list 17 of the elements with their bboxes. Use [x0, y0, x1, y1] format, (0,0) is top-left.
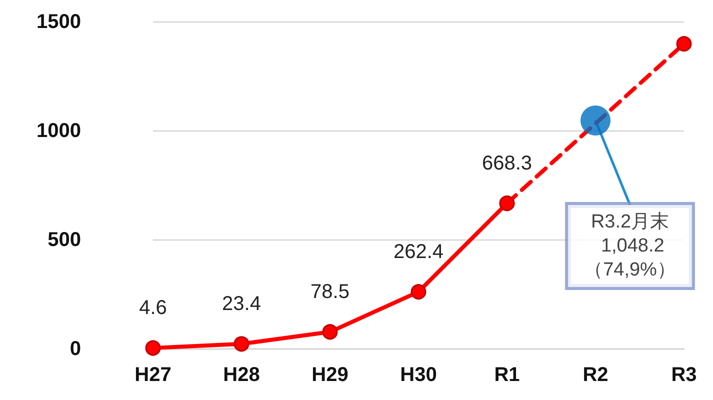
data-label: 23.4 [222, 293, 261, 316]
data-label: 78.5 [310, 281, 350, 304]
data-label: 4.6 [139, 297, 167, 320]
y-tick-label: 500 [48, 229, 81, 251]
x-tick-label: H30 [400, 364, 437, 386]
annotation: R3.2月末 1,048.2 （74,9%） [584, 212, 676, 280]
data-label: 262.4 [393, 241, 444, 264]
data-label: 668.3 [482, 152, 532, 175]
x-tick-label: H28 [223, 364, 260, 386]
y-tick-label: 1000 [36, 120, 81, 142]
x-tick-label: H29 [312, 364, 348, 386]
x-tick-label: H27 [134, 364, 172, 386]
y-tick-label: 1500 [36, 11, 81, 33]
x-tick-label: R2 [582, 364, 608, 386]
y-tick-label: 0 [70, 338, 81, 360]
x-tick-label: R3 [671, 364, 697, 386]
x-tick-label: R1 [494, 364, 520, 386]
